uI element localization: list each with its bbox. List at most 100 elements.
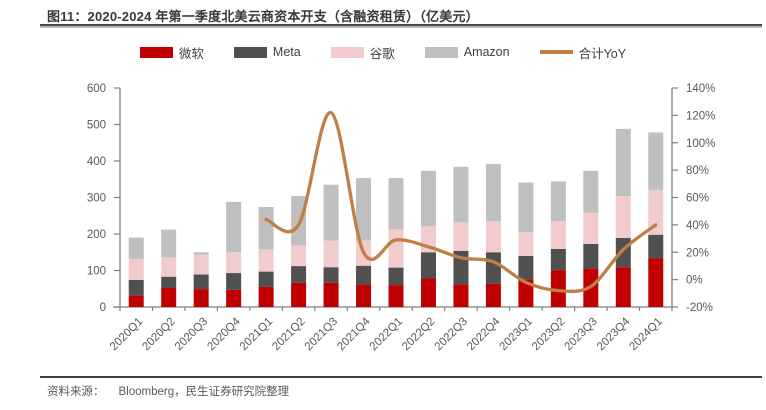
bar-segment xyxy=(518,255,534,280)
bar-segment xyxy=(128,237,144,259)
bar-segment xyxy=(323,184,339,241)
bar-segment xyxy=(518,232,534,256)
x-category-label: 2024Q1 xyxy=(627,316,664,353)
bar-segment xyxy=(323,267,339,283)
left-tick-label: 100 xyxy=(87,266,106,278)
figure-title: 图11：2020-2024 年第一季度北美云商资本开支（含融资租赁）（亿美元） xyxy=(47,9,479,24)
chart-legend: 微软 Meta 谷歌 Amazon 合计YoY xyxy=(0,42,766,62)
footer-divider xyxy=(40,376,762,378)
x-category-label: 2020Q1 xyxy=(108,316,145,353)
bar-segment xyxy=(258,249,274,272)
bar-segment xyxy=(323,240,339,268)
right-tick-label: 80% xyxy=(686,165,709,177)
bar-segment xyxy=(453,166,469,223)
bar-segment xyxy=(453,222,469,251)
x-category-label: 2021Q2 xyxy=(270,316,307,353)
bar-segment xyxy=(485,252,501,284)
bar-segment xyxy=(648,258,664,307)
bar-segment xyxy=(128,258,144,280)
left-tick-label: 600 xyxy=(87,83,106,95)
legend-label: Meta xyxy=(272,45,301,59)
legend-swatch-icon xyxy=(330,46,364,58)
right-tick-label: 120% xyxy=(686,110,715,122)
bar-segment xyxy=(485,283,501,307)
bar-segment xyxy=(356,265,372,285)
yoy-line xyxy=(264,110,658,294)
bar-segment xyxy=(161,288,177,307)
legend-label: Amazon xyxy=(463,45,510,59)
bar-segment xyxy=(161,257,177,277)
right-tick-label: 60% xyxy=(686,193,709,205)
bar-segment xyxy=(583,212,599,244)
bar-segment xyxy=(193,289,209,307)
bar-segment xyxy=(648,234,664,259)
legend-item-yoy: 合计YoY xyxy=(539,43,627,62)
bar-segment xyxy=(615,238,631,268)
x-category-label: 2023Q2 xyxy=(530,316,567,353)
bar-segment xyxy=(193,252,209,255)
source-note: 资料来源： Bloomberg，民生证券研究院整理 xyxy=(47,383,289,399)
x-category-label: 2023Q4 xyxy=(595,315,633,353)
legend-item-3: Amazon xyxy=(424,45,510,59)
bar-segment xyxy=(291,282,307,307)
bar-segment xyxy=(420,278,436,307)
bar-segment xyxy=(161,229,177,258)
bar-segment xyxy=(356,178,372,241)
bar-segment xyxy=(583,243,599,269)
bar-segment xyxy=(193,274,209,290)
legend-label: 谷歌 xyxy=(369,46,395,61)
title-divider xyxy=(40,24,762,26)
bar-segment xyxy=(485,221,501,253)
bar-segment xyxy=(550,221,566,249)
bar-segment xyxy=(550,248,566,271)
bar-segment xyxy=(485,163,501,222)
bar-segment xyxy=(356,284,372,307)
bar-segment xyxy=(291,245,307,267)
bar-segment xyxy=(226,252,242,274)
bar-segment xyxy=(550,270,566,307)
left-tick-label: 200 xyxy=(87,229,106,241)
bar-segment xyxy=(388,229,404,268)
left-tick-label: 300 xyxy=(87,193,106,205)
bar-segment xyxy=(648,132,664,190)
x-category-label: 2020Q4 xyxy=(205,315,243,353)
x-category-label: 2021Q4 xyxy=(335,315,373,353)
left-tick-label: 500 xyxy=(87,120,106,132)
x-category-label: 2021Q3 xyxy=(303,316,340,353)
bar-segment xyxy=(518,279,534,307)
right-tick-label: 40% xyxy=(686,220,709,232)
bar-segment xyxy=(161,276,177,289)
source-text: Bloomberg，民生证券研究院整理 xyxy=(118,386,290,398)
bar-segment xyxy=(648,189,664,235)
x-category-label: 2021Q1 xyxy=(238,316,275,353)
legend-swatch-icon xyxy=(424,46,458,58)
legend-swatch-icon xyxy=(233,46,267,58)
x-category-label: 2020Q3 xyxy=(173,316,210,353)
source-label: 资料来源： xyxy=(47,386,105,398)
left-tick-label: 0 xyxy=(100,302,106,314)
bar-segment xyxy=(420,252,436,279)
legend-line-swatch-icon xyxy=(539,50,573,54)
bar-segment xyxy=(258,271,274,287)
legend-item-2: 谷歌 xyxy=(330,43,395,62)
bar-segment xyxy=(615,267,631,307)
x-category-label: 2023Q1 xyxy=(498,316,535,353)
bar-segment xyxy=(615,196,631,239)
bar-segment xyxy=(291,266,307,283)
bar-segment xyxy=(226,273,242,290)
bar-segment xyxy=(388,267,404,286)
bar-segment xyxy=(420,170,436,227)
bar-segment xyxy=(388,178,404,230)
bar-segment xyxy=(323,282,339,307)
x-category-label: 2022Q4 xyxy=(465,315,503,353)
right-tick-label: 0% xyxy=(686,275,703,287)
bar-segment xyxy=(388,285,404,307)
bar-segment xyxy=(615,128,631,197)
legend-item-0: 微软 xyxy=(139,43,204,62)
bar-segment xyxy=(128,295,144,307)
left-tick-label: 400 xyxy=(87,156,106,168)
legend-label: 合计YoY xyxy=(578,46,627,61)
bar-segment xyxy=(583,170,599,213)
